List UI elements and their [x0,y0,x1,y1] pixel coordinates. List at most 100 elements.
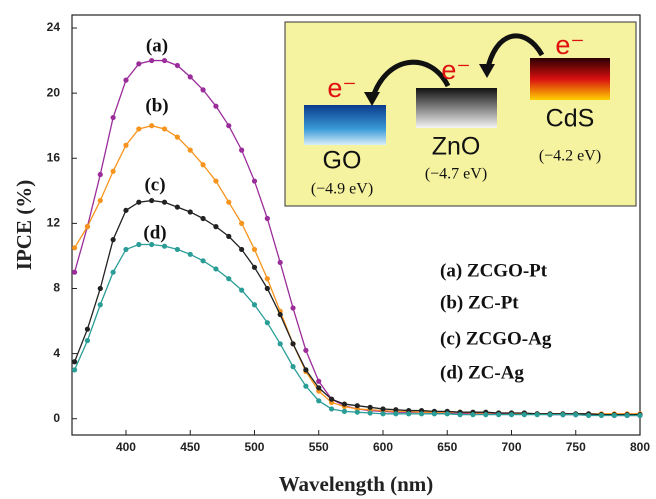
data-point [457,412,462,417]
data-point [98,286,103,291]
data-point [303,384,308,389]
curve-label: (a) [146,35,168,56]
y-tick-label: 12 [47,216,61,230]
data-point [111,270,116,275]
energy-level: (−4.7 eV) [425,166,487,183]
data-point [213,104,218,109]
data-point [239,221,244,226]
data-point [175,247,180,252]
data-point [265,320,270,325]
data-point [175,204,180,209]
data-point [72,367,77,372]
x-tick-label: 650 [437,440,457,454]
cds-level [530,58,610,100]
y-tick-label: 20 [47,85,61,99]
x-tick-label: 750 [566,440,586,454]
electron-label: e⁻ [555,30,584,60]
data-point [213,178,218,183]
data-point [637,413,642,418]
data-point [547,412,552,417]
curve-label: (d) [143,222,166,243]
legend-entry: (c) ZCGO-Ag [440,328,552,349]
x-tick-label: 500 [244,440,264,454]
data-point [380,406,385,411]
x-tick-label: 550 [309,440,329,454]
data-point [123,247,128,252]
data-point [316,398,321,403]
data-point [316,385,321,390]
data-point [226,123,231,128]
data-point [213,266,218,271]
data-point [136,126,141,131]
data-point [432,411,437,416]
series-line [75,245,640,416]
data-point [535,412,540,417]
data-point [522,412,527,417]
data-point [586,413,591,418]
data-point [123,143,128,148]
data-point [509,412,514,417]
data-point [239,148,244,153]
data-point [98,172,103,177]
data-point [625,413,630,418]
data-point [149,198,154,203]
data-point [290,341,295,346]
data-point [496,412,501,417]
data-point [85,224,90,229]
data-point [278,341,283,346]
data-point [380,411,385,416]
data-point [188,209,193,214]
data-point [278,312,283,317]
data-point [342,401,347,406]
data-point [393,411,398,416]
data-point [483,412,488,417]
y-tick-label: 8 [53,281,60,295]
data-point [149,58,154,63]
data-point [72,245,77,250]
data-point [226,276,231,281]
data-point [111,237,116,242]
chart: 40045050055060065070075080004812162024Wa… [0,0,656,499]
data-point [368,410,373,415]
data-point [303,367,308,372]
data-point [303,348,308,353]
data-point [599,413,604,418]
y-tick-label: 16 [47,150,61,164]
data-point [612,413,617,418]
y-tick-label: 24 [47,20,61,34]
data-point [162,58,167,63]
legend-entry: (a) ZCGO-Pt [440,260,548,281]
x-tick-label: 600 [373,440,393,454]
energy-level: (−4.9 eV) [311,181,373,198]
data-point [406,411,411,416]
y-axis-title: IPCE (%) [12,180,36,270]
data-point [470,412,475,417]
curve-label: (c) [144,174,165,195]
data-point [355,403,360,408]
data-point [239,288,244,293]
data-point [162,200,167,205]
data-point [72,270,77,275]
electron-label: e⁻ [327,73,356,103]
data-point [252,302,257,307]
data-point [342,409,347,414]
data-point [162,126,167,131]
data-point [290,364,295,369]
data-point [252,178,257,183]
material-name: GO [323,147,362,175]
data-point [213,224,218,229]
curve-label: (b) [145,95,168,116]
data-point [123,208,128,213]
data-point [188,148,193,153]
data-point [445,411,450,416]
data-point [188,252,193,257]
data-point [200,258,205,263]
data-point [226,200,231,205]
data-point [329,406,334,411]
data-point [136,242,141,247]
data-point [123,78,128,83]
x-axis-title: Wavelength (nm) [279,472,434,496]
data-point [355,410,360,415]
data-point [136,200,141,205]
x-tick-label: 800 [630,440,650,454]
